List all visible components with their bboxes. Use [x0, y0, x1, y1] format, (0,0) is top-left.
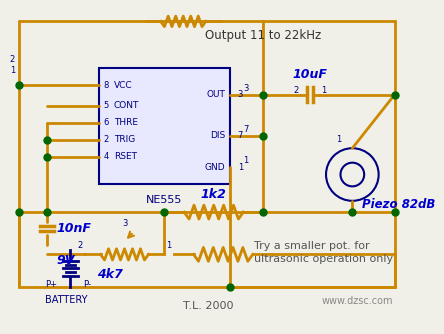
Text: 10nF: 10nF	[56, 222, 91, 235]
Text: 2
1: 2 1	[10, 55, 15, 75]
Text: 1: 1	[337, 136, 342, 144]
Text: 2: 2	[103, 135, 109, 144]
Text: RSET: RSET	[114, 152, 137, 161]
Text: 8: 8	[103, 81, 109, 90]
Text: 1: 1	[243, 156, 249, 165]
Text: OUT: OUT	[206, 90, 226, 99]
Text: Piezo 82dB: Piezo 82dB	[362, 198, 435, 211]
Text: VCC: VCC	[114, 81, 132, 90]
Text: 9V: 9V	[56, 255, 75, 268]
Text: NE555: NE555	[146, 195, 182, 205]
Text: www.dzsc.com: www.dzsc.com	[321, 296, 393, 306]
Text: GND: GND	[205, 163, 226, 171]
Text: T.L. 2000: T.L. 2000	[183, 301, 234, 311]
Text: 3: 3	[243, 84, 249, 93]
Text: 1: 1	[166, 241, 171, 250]
Text: 1k2: 1k2	[201, 188, 227, 201]
Text: DIS: DIS	[210, 132, 226, 141]
Text: Output 11 to 22kHz: Output 11 to 22kHz	[205, 29, 321, 42]
Text: P-: P-	[83, 280, 91, 289]
Text: 2: 2	[293, 87, 299, 96]
Text: Try a smaller pot. for: Try a smaller pot. for	[254, 241, 369, 251]
Text: CONT: CONT	[114, 102, 139, 111]
Text: 6: 6	[103, 118, 109, 127]
Text: P+: P+	[45, 280, 57, 289]
Text: 3: 3	[122, 219, 127, 228]
Text: TRIG: TRIG	[114, 135, 135, 144]
Text: 3: 3	[238, 90, 243, 99]
Text: 1: 1	[238, 163, 243, 171]
Text: 10uF: 10uF	[293, 68, 328, 81]
Text: 7: 7	[238, 132, 243, 141]
FancyBboxPatch shape	[99, 68, 230, 184]
Text: THRE: THRE	[114, 118, 138, 127]
Text: 2: 2	[77, 241, 83, 250]
Text: ultrasonic operation only: ultrasonic operation only	[254, 255, 393, 265]
Text: 4: 4	[103, 152, 109, 161]
Text: BATTERY: BATTERY	[44, 295, 87, 305]
Text: 4k7: 4k7	[98, 268, 123, 281]
Text: 1: 1	[321, 87, 327, 96]
Text: 7: 7	[243, 125, 249, 134]
Text: 5: 5	[103, 102, 109, 111]
